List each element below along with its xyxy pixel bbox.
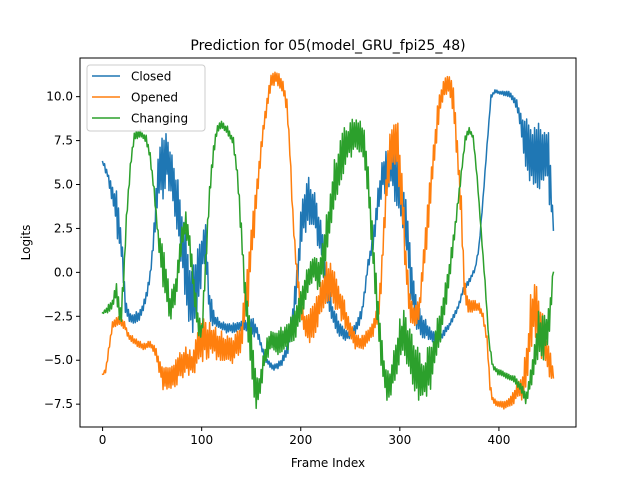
y-tick-label: 7.5 xyxy=(54,134,73,148)
x-tick-label: 300 xyxy=(388,433,411,447)
legend-label-opened: Opened xyxy=(131,91,178,105)
series-layer xyxy=(101,71,555,410)
y-axis-ticks: −7.5 −5.0 −2.5 0.0 2.5 5.0 7.5 10.0 xyxy=(44,90,80,411)
y-tick-label: −7.5 xyxy=(44,397,73,411)
y-tick-label: 2.5 xyxy=(54,221,73,235)
y-tick-label: 5.0 xyxy=(54,178,73,192)
y-tick-label: −2.5 xyxy=(44,309,73,323)
x-tick-label: 0 xyxy=(99,433,107,447)
y-tick-label: 10.0 xyxy=(46,90,73,104)
series-line-opened xyxy=(101,71,555,410)
x-tick-label: 200 xyxy=(289,433,312,447)
legend-label-changing: Changing xyxy=(131,112,188,126)
legend-box xyxy=(86,64,206,132)
plot-frame xyxy=(79,57,577,428)
y-tick-label: 0.0 xyxy=(54,265,73,279)
x-axis-label: Frame Index xyxy=(291,456,365,470)
legend-label-closed: Closed xyxy=(131,70,171,84)
legend: Closed Opened Changing xyxy=(86,64,206,132)
x-axis-ticks: 0 100 200 300 400 xyxy=(99,427,510,447)
x-tick-label: 100 xyxy=(190,433,213,447)
y-axis-label: Logits xyxy=(19,225,33,261)
y-tick-label: −5.0 xyxy=(44,353,73,367)
series-line-changing xyxy=(101,118,555,410)
chart-title: Prediction for 05(model_GRU_fpi25_48) xyxy=(190,38,465,54)
x-tick-label: 400 xyxy=(487,433,510,447)
